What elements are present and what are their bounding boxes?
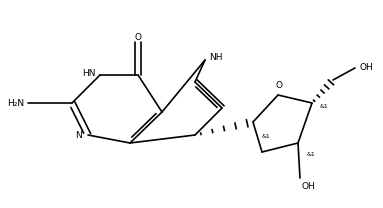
Text: OH: OH <box>359 62 373 72</box>
Text: N: N <box>75 130 82 140</box>
Text: OH: OH <box>302 182 316 191</box>
Text: O: O <box>134 33 141 42</box>
Text: H₂N: H₂N <box>7 99 24 108</box>
Text: O: O <box>275 81 283 90</box>
Text: NH: NH <box>209 53 223 62</box>
Text: &1: &1 <box>320 104 329 109</box>
Text: &1: &1 <box>262 134 271 139</box>
Text: HN: HN <box>82 69 96 78</box>
Text: &1: &1 <box>307 152 316 157</box>
